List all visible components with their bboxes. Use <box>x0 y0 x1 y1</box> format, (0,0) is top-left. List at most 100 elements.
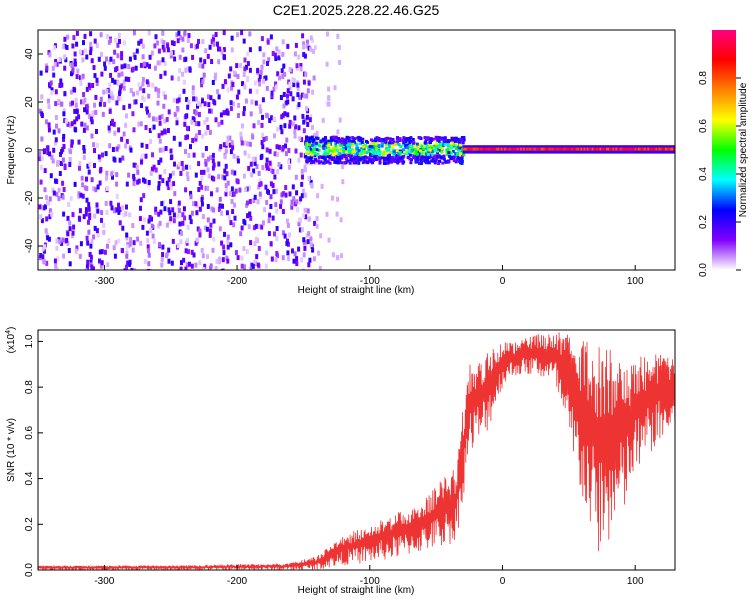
spectrogram-cell <box>189 219 193 225</box>
spectrogram-cell <box>368 159 372 163</box>
spectrogram-cell <box>429 137 433 141</box>
spectrogram-cell <box>46 98 50 104</box>
spectrogram-cell <box>200 176 204 181</box>
spectrogram-cell <box>231 82 235 87</box>
spectrogram-cell <box>225 140 229 146</box>
spectrogram-cell <box>328 149 332 153</box>
spectrogram-cell <box>470 147 474 151</box>
spectrogram-cell <box>124 211 128 217</box>
spectrogram-cell <box>284 151 288 157</box>
spectrogram-cell <box>369 138 373 142</box>
spectrogram-cell <box>318 265 322 270</box>
spectrogram-cell <box>376 152 380 156</box>
spectrogram-cell <box>356 156 360 160</box>
spectrogram-cell <box>454 160 458 164</box>
spectrogram-cell <box>459 143 463 147</box>
spectrogram-cell <box>347 147 350 151</box>
spectrogram-cell <box>502 147 506 151</box>
spectrogram-cell <box>125 181 129 187</box>
spectrogram-cell <box>401 138 405 142</box>
spectrogram-cell <box>101 111 105 117</box>
spectrogram-cell <box>301 188 305 194</box>
spectrogram-cell <box>48 208 52 214</box>
spectrogram-cell <box>256 199 260 205</box>
spectrogram-cell <box>192 96 196 102</box>
spectrogram-cell <box>66 231 70 237</box>
spectrogram-cell <box>261 220 265 226</box>
spectrogram-cell <box>156 60 160 66</box>
spectrogram-cell <box>505 147 509 151</box>
spectrogram-cell <box>190 263 194 269</box>
spectrogram-cell <box>248 185 251 191</box>
spectrogram-cell <box>190 210 194 216</box>
x-tick-label: -200 <box>227 276 247 287</box>
spectrogram-cell <box>53 258 57 264</box>
spectrogram-cell <box>245 249 249 255</box>
spectrogram-cell <box>232 101 235 107</box>
spectrogram-cell <box>118 89 122 95</box>
x-tick-label: -100 <box>360 576 380 587</box>
spectrogram-cell <box>83 33 87 39</box>
spectrogram-cell <box>251 134 255 140</box>
spectrogram-cell <box>167 185 171 191</box>
spectrogram-cell <box>150 50 154 56</box>
spectrogram-cell <box>120 64 124 70</box>
spectrogram-cell <box>89 46 93 52</box>
spectrogram-cell <box>172 181 176 187</box>
spectrogram-cell <box>316 136 320 140</box>
spectrogram-cell <box>98 180 102 186</box>
spectrogram-cell <box>52 72 56 78</box>
spectrogram-cell <box>249 161 253 167</box>
spectrogram-cell <box>185 262 189 268</box>
spectrogram-cell <box>70 71 73 77</box>
spectrogram-cell <box>106 243 109 249</box>
spectrogram-cell <box>90 238 94 244</box>
spectrogram-cell <box>67 202 71 207</box>
spectrogram-cell <box>330 149 334 153</box>
spectrogram-cell <box>141 54 145 60</box>
spectrogram-cell <box>327 86 331 92</box>
spectrogram-cell <box>89 116 93 122</box>
spectrogram-cell <box>82 40 85 46</box>
spectrogram-cell <box>281 146 285 152</box>
spectrogram-cell <box>52 45 56 51</box>
spectrogram-cell <box>74 248 78 254</box>
spectrogram-cell <box>211 34 215 40</box>
spectrogram-cell <box>433 154 437 158</box>
spectrogram-cell <box>54 263 58 269</box>
spectrogram-cell <box>107 98 111 104</box>
spectrogram-cell <box>313 154 317 158</box>
spectrogram-cell <box>269 194 273 200</box>
spectrogram-cell <box>348 142 352 146</box>
spectrogram-cell <box>201 39 205 44</box>
spectrogram-cell <box>287 159 290 165</box>
spectrogram-cell <box>95 129 98 134</box>
spectrogram-cell <box>180 260 183 266</box>
spectrogram-cell <box>305 39 309 45</box>
spectrogram-cell <box>128 103 132 109</box>
spectrogram-cell <box>156 40 159 46</box>
spectrogram-cell <box>95 81 99 86</box>
spectrogram-cell <box>52 147 56 153</box>
spectrogram-cell <box>348 161 352 165</box>
spectrogram-cell <box>408 157 412 161</box>
spectrogram-cell <box>203 119 207 125</box>
spectrogram-cell <box>62 133 66 139</box>
spectrogram-cell <box>125 244 129 250</box>
spectrogram-cell <box>596 147 600 151</box>
spectrogram-cell <box>140 142 144 148</box>
spectrogram-cell <box>316 193 320 199</box>
spectrogram-cell <box>141 77 145 83</box>
spectrogram-cell <box>175 98 179 104</box>
spectrogram-cell <box>332 152 336 156</box>
spectrogram-cell <box>615 147 619 151</box>
spectrogram-cell <box>254 100 258 106</box>
spectrogram-cell <box>447 160 451 164</box>
spectrogram-cell <box>322 144 326 148</box>
spectrogram-cell <box>161 30 165 36</box>
spectrogram-cell <box>398 151 402 155</box>
spectrogram-cell <box>96 184 100 190</box>
spectrogram-cell <box>396 155 400 159</box>
